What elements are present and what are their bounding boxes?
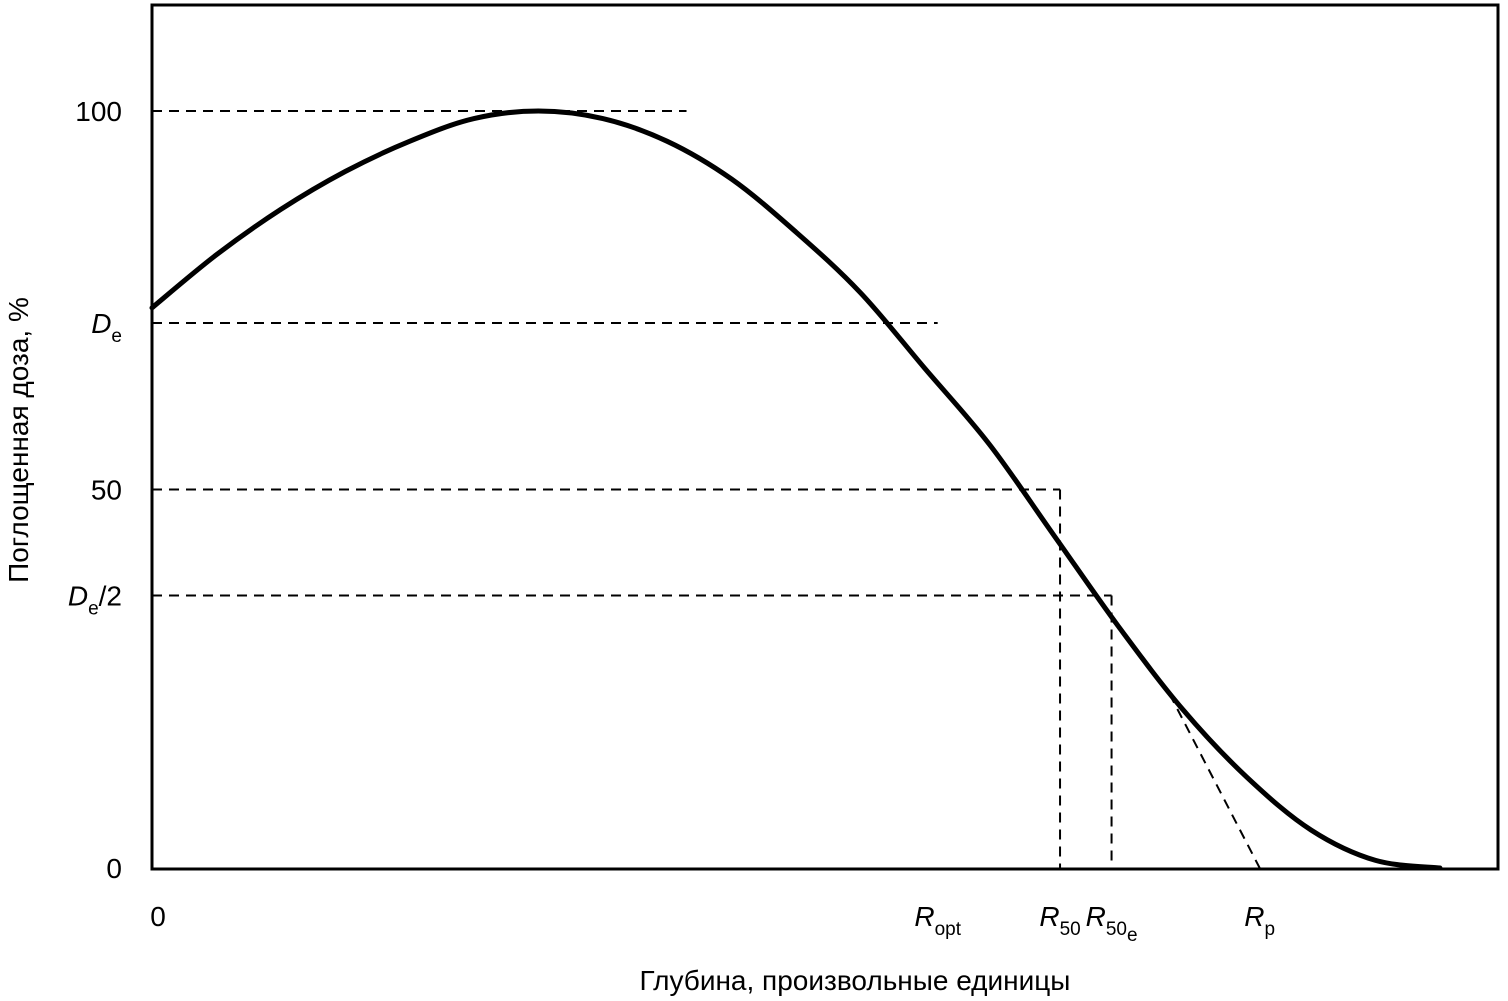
x-tick-labels: 0 Ropt R50 R50e Rp xyxy=(150,901,1275,946)
x-tick-label: 0 xyxy=(150,901,166,932)
y-tick-label: 0 xyxy=(106,853,122,884)
y-tick-label: 50 xyxy=(91,474,122,505)
x-tick-label: Rp xyxy=(1244,901,1275,940)
y-tick-label: De/2 xyxy=(68,580,122,619)
x-axis-label: Глубина, произвольные единицы xyxy=(640,965,1071,996)
reference-lines-layer xyxy=(152,109,1261,869)
y-tick-label: De xyxy=(91,308,122,347)
plot-frame xyxy=(150,3,1500,871)
x-tick-label: R50e xyxy=(1086,901,1138,946)
reference-line-tangent xyxy=(1168,693,1261,869)
y-tick-label: 100 xyxy=(75,96,122,127)
x-tick-label: R50 xyxy=(1039,901,1080,940)
depth-dose-curve xyxy=(149,108,1443,871)
y-tick-labels: 100 De 50 De/2 0 xyxy=(68,96,122,884)
y-axis-label: Поглощенная доза, % xyxy=(3,297,34,583)
x-tick-label: Ropt xyxy=(914,901,961,940)
